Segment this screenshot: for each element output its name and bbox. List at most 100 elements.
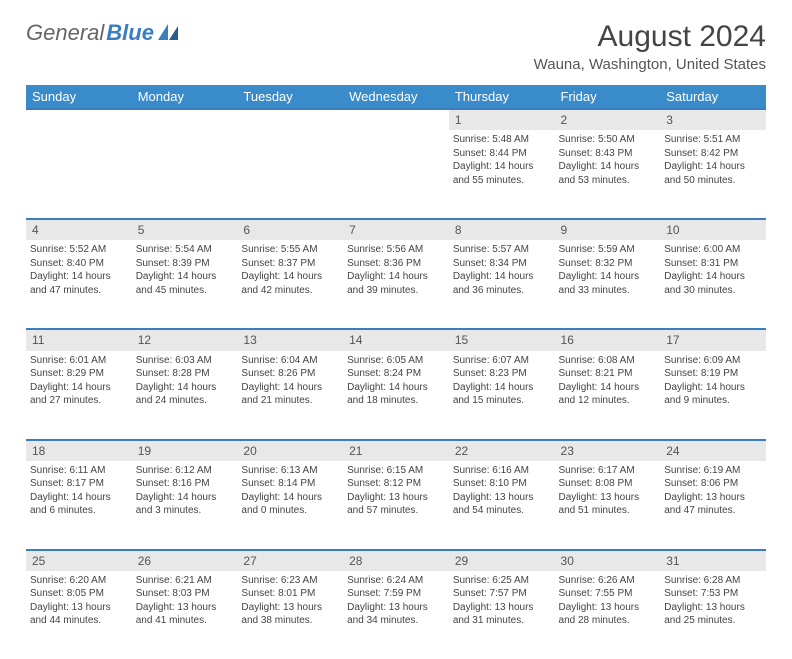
- cell-body: Sunrise: 6:04 AMSunset: 8:26 PMDaylight:…: [237, 351, 343, 414]
- sunset-line: Sunset: 8:01 PM: [241, 587, 339, 601]
- daylight-line: and 25 minutes.: [664, 614, 762, 628]
- cell-body: Sunrise: 6:11 AMSunset: 8:17 PMDaylight:…: [26, 461, 132, 524]
- cell-body: Sunrise: 5:57 AMSunset: 8:34 PMDaylight:…: [449, 240, 555, 303]
- cell-body: Sunrise: 6:01 AMSunset: 8:29 PMDaylight:…: [26, 351, 132, 414]
- daylight-line: and 21 minutes.: [241, 394, 339, 408]
- week-daynum-row: 45678910: [26, 218, 766, 240]
- daylight-line: Daylight: 14 hours: [664, 270, 762, 284]
- day-number: 20: [237, 439, 343, 461]
- title-block: August 2024 Wauna, Washington, United St…: [534, 20, 766, 73]
- sunset-line: Sunset: 8:17 PM: [30, 477, 128, 491]
- calendar-cell: Sunrise: 6:17 AMSunset: 8:08 PMDaylight:…: [555, 461, 661, 549]
- sunrise-line: Sunrise: 6:28 AM: [664, 574, 762, 588]
- daylight-line: and 53 minutes.: [559, 174, 657, 188]
- daylight-line: Daylight: 13 hours: [241, 601, 339, 615]
- daylight-line: and 34 minutes.: [347, 614, 445, 628]
- sunrise-line: Sunrise: 6:08 AM: [559, 354, 657, 368]
- cell-body: Sunrise: 6:07 AMSunset: 8:23 PMDaylight:…: [449, 351, 555, 414]
- sunset-line: Sunset: 8:31 PM: [664, 257, 762, 271]
- week-body-row: Sunrise: 6:20 AMSunset: 8:05 PMDaylight:…: [26, 571, 766, 659]
- daylight-line: Daylight: 13 hours: [664, 491, 762, 505]
- sunset-line: Sunset: 8:28 PM: [136, 367, 234, 381]
- calendar-cell: Sunrise: 6:16 AMSunset: 8:10 PMDaylight:…: [449, 461, 555, 549]
- calendar-cell: Sunrise: 5:57 AMSunset: 8:34 PMDaylight:…: [449, 240, 555, 328]
- daylight-line: Daylight: 13 hours: [664, 601, 762, 615]
- cell-body: Sunrise: 5:55 AMSunset: 8:37 PMDaylight:…: [237, 240, 343, 303]
- day-number: 12: [132, 328, 238, 350]
- sunrise-line: Sunrise: 5:48 AM: [453, 133, 551, 147]
- sunset-line: Sunset: 8:12 PM: [347, 477, 445, 491]
- day-number: 28: [343, 549, 449, 571]
- daylight-line: Daylight: 13 hours: [559, 601, 657, 615]
- day-number: 16: [555, 328, 661, 350]
- sunrise-line: Sunrise: 6:26 AM: [559, 574, 657, 588]
- sunrise-line: Sunrise: 6:12 AM: [136, 464, 234, 478]
- day-header: Sunday: [26, 85, 132, 108]
- daylight-line: Daylight: 14 hours: [30, 381, 128, 395]
- daylight-line: and 36 minutes.: [453, 284, 551, 298]
- calendar-cell: Sunrise: 6:19 AMSunset: 8:06 PMDaylight:…: [660, 461, 766, 549]
- cell-body: Sunrise: 5:51 AMSunset: 8:42 PMDaylight:…: [660, 130, 766, 193]
- daylight-line: Daylight: 14 hours: [664, 381, 762, 395]
- daylight-line: Daylight: 14 hours: [136, 491, 234, 505]
- sunset-line: Sunset: 7:55 PM: [559, 587, 657, 601]
- calendar-table: SundayMondayTuesdayWednesdayThursdayFrid…: [26, 85, 766, 659]
- sunset-line: Sunset: 8:03 PM: [136, 587, 234, 601]
- daylight-line: Daylight: 13 hours: [559, 491, 657, 505]
- daylight-line: Daylight: 13 hours: [453, 491, 551, 505]
- sunset-line: Sunset: 8:08 PM: [559, 477, 657, 491]
- cell-body: Sunrise: 6:12 AMSunset: 8:16 PMDaylight:…: [132, 461, 238, 524]
- daylight-line: Daylight: 14 hours: [453, 270, 551, 284]
- sunset-line: Sunset: 8:29 PM: [30, 367, 128, 381]
- month-title: August 2024: [534, 20, 766, 54]
- calendar-cell: Sunrise: 5:56 AMSunset: 8:36 PMDaylight:…: [343, 240, 449, 328]
- calendar-cell: Sunrise: 6:07 AMSunset: 8:23 PMDaylight:…: [449, 351, 555, 439]
- day-number-empty: [343, 108, 449, 130]
- sunset-line: Sunset: 8:40 PM: [30, 257, 128, 271]
- calendar-cell: Sunrise: 6:15 AMSunset: 8:12 PMDaylight:…: [343, 461, 449, 549]
- daylight-line: Daylight: 14 hours: [347, 381, 445, 395]
- calendar-cell: Sunrise: 6:26 AMSunset: 7:55 PMDaylight:…: [555, 571, 661, 659]
- cell-body: Sunrise: 6:00 AMSunset: 8:31 PMDaylight:…: [660, 240, 766, 303]
- day-number: 9: [555, 218, 661, 240]
- cell-body: Sunrise: 6:05 AMSunset: 8:24 PMDaylight:…: [343, 351, 449, 414]
- day-header: Saturday: [660, 85, 766, 108]
- calendar-cell: Sunrise: 6:05 AMSunset: 8:24 PMDaylight:…: [343, 351, 449, 439]
- sunrise-line: Sunrise: 6:05 AM: [347, 354, 445, 368]
- daylight-line: and 51 minutes.: [559, 504, 657, 518]
- calendar-cell: Sunrise: 5:55 AMSunset: 8:37 PMDaylight:…: [237, 240, 343, 328]
- cell-body: Sunrise: 6:17 AMSunset: 8:08 PMDaylight:…: [555, 461, 661, 524]
- day-number: 8: [449, 218, 555, 240]
- sunrise-line: Sunrise: 6:11 AM: [30, 464, 128, 478]
- daylight-line: and 9 minutes.: [664, 394, 762, 408]
- sunset-line: Sunset: 8:32 PM: [559, 257, 657, 271]
- calendar-cell: Sunrise: 6:23 AMSunset: 8:01 PMDaylight:…: [237, 571, 343, 659]
- day-number-empty: [132, 108, 238, 130]
- day-header: Thursday: [449, 85, 555, 108]
- cell-body: Sunrise: 6:21 AMSunset: 8:03 PMDaylight:…: [132, 571, 238, 634]
- sunrise-line: Sunrise: 6:15 AM: [347, 464, 445, 478]
- sunrise-line: Sunrise: 6:20 AM: [30, 574, 128, 588]
- daylight-line: Daylight: 14 hours: [241, 381, 339, 395]
- daylight-line: Daylight: 14 hours: [30, 491, 128, 505]
- sunset-line: Sunset: 8:24 PM: [347, 367, 445, 381]
- week-daynum-row: 123: [26, 108, 766, 130]
- daylight-line: and 6 minutes.: [30, 504, 128, 518]
- sunrise-line: Sunrise: 5:52 AM: [30, 243, 128, 257]
- daylight-line: and 31 minutes.: [453, 614, 551, 628]
- calendar-cell: Sunrise: 6:24 AMSunset: 7:59 PMDaylight:…: [343, 571, 449, 659]
- sunrise-line: Sunrise: 6:17 AM: [559, 464, 657, 478]
- calendar-cell: Sunrise: 5:59 AMSunset: 8:32 PMDaylight:…: [555, 240, 661, 328]
- day-number: 25: [26, 549, 132, 571]
- day-number: 26: [132, 549, 238, 571]
- cell-body: Sunrise: 6:13 AMSunset: 8:14 PMDaylight:…: [237, 461, 343, 524]
- daylight-line: and 27 minutes.: [30, 394, 128, 408]
- day-number: 6: [237, 218, 343, 240]
- sunrise-line: Sunrise: 6:16 AM: [453, 464, 551, 478]
- daylight-line: Daylight: 13 hours: [347, 491, 445, 505]
- sunset-line: Sunset: 8:37 PM: [241, 257, 339, 271]
- daylight-line: Daylight: 14 hours: [559, 381, 657, 395]
- sunrise-line: Sunrise: 5:54 AM: [136, 243, 234, 257]
- daylight-line: and 38 minutes.: [241, 614, 339, 628]
- daylight-line: Daylight: 14 hours: [241, 270, 339, 284]
